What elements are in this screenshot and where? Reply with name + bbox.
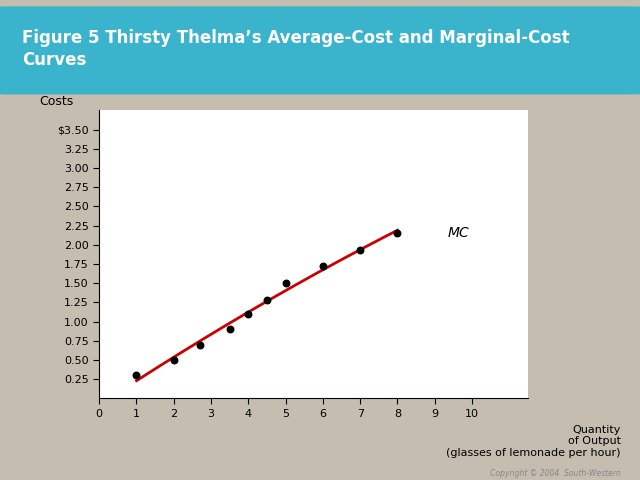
Text: Figure 5 Thirsty Thelma’s Average-Cost and Marginal-Cost
Curves: Figure 5 Thirsty Thelma’s Average-Cost a… <box>22 29 570 69</box>
Text: Costs: Costs <box>39 95 74 108</box>
Point <box>243 310 253 318</box>
Text: MC: MC <box>448 226 470 240</box>
Point <box>169 356 179 364</box>
Point <box>262 296 272 304</box>
Text: Quantity
of Output
(glasses of lemonade per hour): Quantity of Output (glasses of lemonade … <box>446 425 621 458</box>
Point <box>225 325 235 333</box>
Point <box>318 262 328 269</box>
Point <box>131 372 141 379</box>
Point <box>392 229 403 237</box>
FancyBboxPatch shape <box>0 6 640 95</box>
Point <box>195 341 205 348</box>
Point <box>280 279 291 287</box>
Point <box>355 246 365 254</box>
Text: Copyright © 2004  South-Western: Copyright © 2004 South-Western <box>490 468 621 478</box>
